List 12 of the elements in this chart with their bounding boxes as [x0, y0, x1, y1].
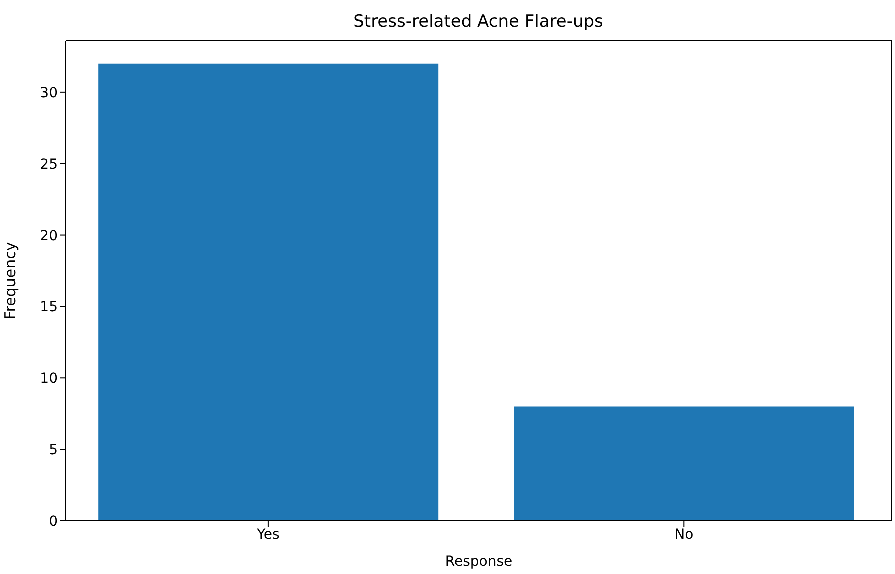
chart-title: Stress-related Acne Flare-ups — [352, 12, 604, 32]
y-tick-label: 5 — [49, 442, 58, 459]
y-tick-label: 20 — [40, 228, 58, 244]
x-tick-label: Yes — [256, 526, 280, 543]
y-tick-label: 25 — [40, 156, 58, 173]
y-tick-label: 10 — [40, 371, 58, 388]
y-axis-title: Frequency — [1, 242, 20, 320]
x-tick-label: No — [674, 526, 694, 543]
y-tick-label: 0 — [49, 514, 58, 530]
x-axis-title: Response — [445, 554, 513, 570]
y-tick-label: 30 — [40, 85, 58, 102]
y-tick-label: 15 — [40, 300, 58, 316]
